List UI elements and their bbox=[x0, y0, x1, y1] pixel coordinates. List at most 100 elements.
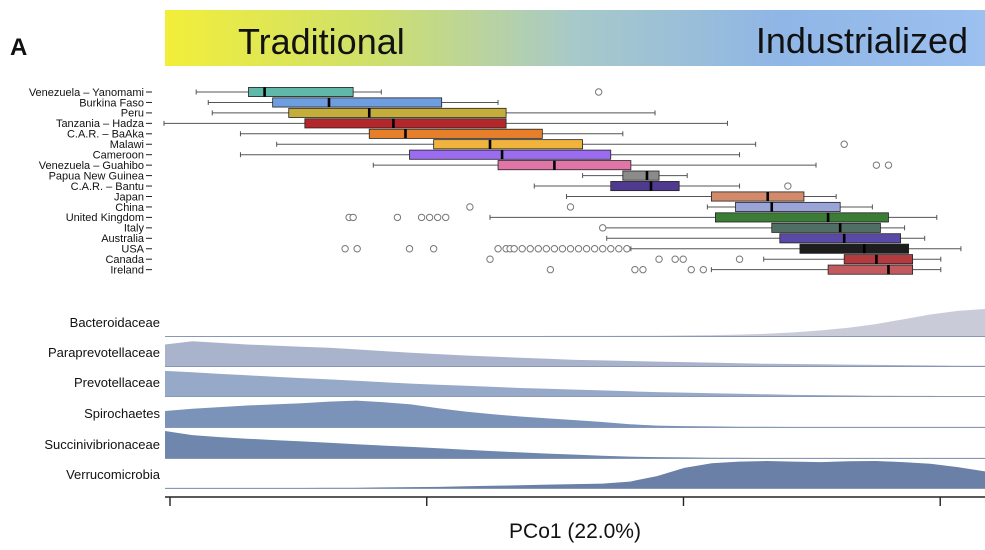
box bbox=[368, 128, 543, 139]
box bbox=[248, 87, 354, 98]
group-label: Venezuela – Yanomami bbox=[29, 87, 144, 99]
outlier-point bbox=[655, 255, 663, 263]
box bbox=[610, 181, 680, 192]
outlier-point bbox=[699, 265, 708, 274]
box-group: United Kingdom bbox=[66, 212, 938, 224]
box-group: Venezuela – Yanomami bbox=[29, 87, 603, 99]
group-label: China bbox=[115, 202, 145, 214]
group-label: Japan bbox=[114, 191, 144, 203]
group-label: C.A.R. – Bantu bbox=[71, 181, 144, 193]
box bbox=[779, 233, 901, 244]
group-label: Malawi bbox=[110, 139, 144, 151]
outlier-point bbox=[353, 245, 361, 253]
taxon-label: Paraprevotellaceae bbox=[48, 345, 160, 360]
outlier-point bbox=[349, 213, 357, 222]
box bbox=[735, 201, 841, 212]
outlier-point bbox=[594, 88, 603, 96]
box bbox=[622, 170, 660, 181]
box-group: Australia bbox=[101, 233, 926, 245]
x-axis-label: PCo1 (22.0%) bbox=[509, 520, 641, 543]
outlier-point bbox=[442, 213, 450, 222]
box-group: Cameroon bbox=[93, 149, 741, 162]
group-label: Burkina Faso bbox=[79, 97, 144, 109]
outlier-point bbox=[429, 245, 438, 253]
density-area bbox=[165, 431, 985, 459]
box bbox=[710, 191, 805, 202]
banner: Traditional Industrialized bbox=[165, 10, 985, 66]
density-track: Prevotellaceae bbox=[74, 370, 985, 397]
banner-right-label: Industrialized bbox=[756, 20, 968, 61]
outlier-point bbox=[687, 265, 695, 274]
box-group: C.A.R. – BaAka bbox=[67, 128, 624, 141]
outlier-point bbox=[466, 203, 474, 211]
density-track: Paraprevotellaceae bbox=[48, 341, 985, 367]
box-group: C.A.R. – Bantu bbox=[71, 181, 792, 193]
density-track: Succinivibrionaceae bbox=[44, 431, 985, 459]
outlier-point bbox=[574, 245, 583, 253]
taxon-label: Spirochaetes bbox=[84, 406, 160, 421]
group-label: Peru bbox=[121, 108, 144, 120]
density-area bbox=[165, 309, 985, 337]
outlier-point bbox=[566, 203, 575, 211]
panel-letter: A bbox=[10, 34, 27, 61]
outlier-point bbox=[510, 245, 518, 253]
box-group: Tanzania – Hadza bbox=[56, 118, 728, 130]
outlier-point bbox=[518, 245, 526, 253]
group-label: Ireland bbox=[110, 264, 144, 276]
group-label: Canada bbox=[105, 254, 144, 266]
outlier-point bbox=[872, 161, 881, 169]
box bbox=[272, 97, 443, 108]
box bbox=[827, 264, 914, 275]
outlier-point bbox=[679, 255, 687, 263]
outlier-point bbox=[486, 255, 494, 263]
outlier-point bbox=[735, 255, 744, 263]
taxon-label: Verrucomicrobia bbox=[66, 467, 161, 482]
box bbox=[799, 243, 909, 254]
group-label: Australia bbox=[101, 233, 145, 245]
density-area bbox=[165, 400, 985, 428]
box bbox=[715, 212, 889, 223]
outlier-point bbox=[417, 213, 426, 222]
density-area bbox=[165, 370, 985, 397]
outlier-point bbox=[582, 245, 591, 253]
density-track: Bacteroidaceae bbox=[70, 309, 985, 337]
group-label: Tanzania – Hadza bbox=[56, 118, 145, 130]
outlier-point bbox=[623, 245, 631, 253]
density-track: Spirochaetes bbox=[84, 400, 985, 428]
density-track: Verrucomicrobia bbox=[66, 461, 985, 489]
outlier-point bbox=[526, 245, 534, 253]
outlier-point bbox=[599, 245, 607, 253]
outlier-point bbox=[590, 245, 599, 253]
outlier-point bbox=[607, 245, 615, 253]
outlier-point bbox=[615, 245, 623, 253]
outlier-point bbox=[341, 245, 349, 253]
group-label: C.A.R. – BaAka bbox=[67, 129, 145, 141]
box-group: Italy bbox=[124, 223, 906, 235]
box bbox=[843, 254, 914, 265]
outlier-point bbox=[494, 245, 502, 253]
box-group: USA bbox=[121, 243, 962, 256]
outlier-point bbox=[546, 265, 555, 274]
box bbox=[433, 139, 583, 150]
box bbox=[288, 107, 507, 118]
outlier-point bbox=[425, 213, 434, 222]
box-group: Ireland bbox=[110, 264, 942, 276]
box-group: Japan bbox=[114, 191, 837, 203]
banner-left-label: Traditional bbox=[238, 21, 405, 62]
outlier-point bbox=[784, 182, 792, 190]
banner-gradient bbox=[165, 10, 985, 66]
x-axis: PCo1 (22.0%) bbox=[165, 496, 985, 543]
group-label: United Kingdom bbox=[66, 212, 144, 224]
outlier-point bbox=[433, 213, 442, 222]
box bbox=[304, 118, 507, 129]
box bbox=[409, 149, 612, 160]
density-panel: Bacteroidaceae Paraprevotellaceae Prevotel… bbox=[44, 309, 985, 489]
group-label: Italy bbox=[124, 223, 145, 235]
taxon-label: Succinivibrionaceae bbox=[44, 437, 160, 452]
outlier-point bbox=[566, 245, 575, 253]
outlier-point bbox=[840, 140, 848, 148]
outlier-point bbox=[558, 245, 567, 253]
box-group: Venezuela – Guahibo bbox=[39, 160, 893, 172]
group-label: USA bbox=[121, 244, 144, 256]
taxon-label: Bacteroidaceae bbox=[70, 315, 160, 330]
